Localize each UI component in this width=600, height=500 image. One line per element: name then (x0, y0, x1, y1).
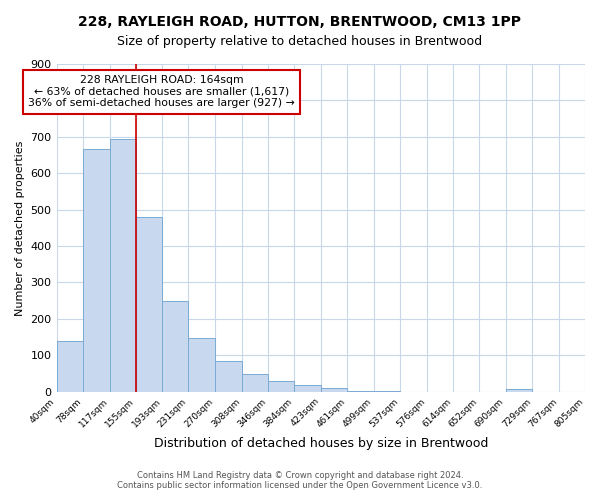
Text: Contains HM Land Registry data © Crown copyright and database right 2024.
Contai: Contains HM Land Registry data © Crown c… (118, 470, 482, 490)
Bar (110, 138, 136, 392)
Bar (294, 385, 321, 392)
Y-axis label: Number of detached properties: Number of detached properties (15, 140, 25, 316)
X-axis label: Distribution of detached houses by size in Brentwood: Distribution of detached houses by size … (154, 437, 488, 450)
Bar (242, 374, 268, 392)
Bar (321, 388, 347, 392)
Bar (162, 302, 188, 392)
Bar (268, 381, 294, 392)
Bar (56, 340, 83, 392)
Bar (188, 338, 215, 392)
Text: 228 RAYLEIGH ROAD: 164sqm
← 63% of detached houses are smaller (1,617)
36% of se: 228 RAYLEIGH ROAD: 164sqm ← 63% of detac… (28, 75, 295, 108)
Bar (83, 149, 110, 392)
Text: 228, RAYLEIGH ROAD, HUTTON, BRENTWOOD, CM13 1PP: 228, RAYLEIGH ROAD, HUTTON, BRENTWOOD, C… (79, 15, 521, 29)
Bar (347, 390, 374, 392)
Text: Size of property relative to detached houses in Brentwood: Size of property relative to detached ho… (118, 35, 482, 48)
Bar (215, 361, 242, 392)
Bar (136, 217, 162, 392)
Bar (506, 389, 532, 392)
